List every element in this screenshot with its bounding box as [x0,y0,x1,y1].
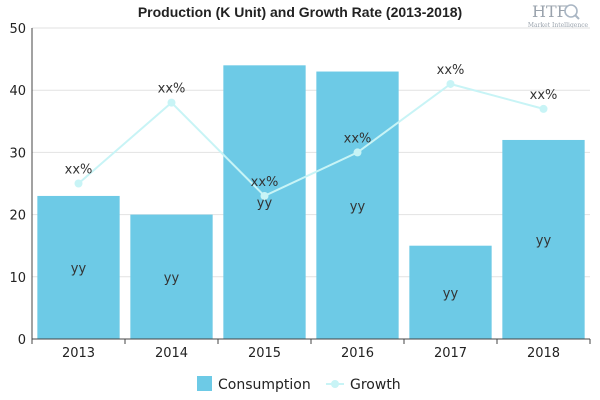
axes: 0 10 20 30 40 50 2013 2014 2015 2016 2017 2018 [9,22,591,361]
legend-label-consumption: Consumption [218,377,311,393]
legend-swatch-consumption [197,376,212,391]
growth-data-label: xx% [158,82,186,97]
magnifier-globe-icon [564,4,580,20]
y-tick-label: 50 [9,22,26,37]
growth-point [539,104,548,113]
bar-consumption [223,65,306,339]
bar-data-label: yy [536,233,552,248]
logo-subtext: Market Intelligence [528,22,589,29]
y-tick-label: 30 [9,146,26,161]
bar-consumption [502,139,585,339]
growth-series-line [77,82,544,198]
x-tick-label: 2018 [527,346,560,361]
bar-consumption [409,245,492,339]
y-tick-label: 10 [9,271,26,286]
bar-data-label: yy [257,196,273,211]
bar-labels: yy yy yy yy yy yy [71,196,552,301]
growth-data-label: xx% [530,88,558,103]
x-tick-label: 2016 [341,346,374,361]
x-tick-label: 2017 [434,346,467,361]
growth-line-layer: xx% xx% xx% xx% xx% xx% [65,63,558,200]
growth-point [167,98,176,107]
x-tick-label: 2014 [155,346,188,361]
bar-data-label: yy [443,286,459,301]
growth-point [74,179,83,188]
legend-label-growth: Growth [350,377,401,393]
bar-data-label: yy [71,261,87,276]
chart-title: Production (K Unit) and Growth Rate (201… [138,4,462,20]
bar-data-label: yy [164,271,180,286]
growth-point [353,148,362,157]
legend-marker-growth [331,380,339,388]
growth-point [260,191,269,200]
bars [37,65,585,339]
legend: Consumption Growth [197,376,401,393]
y-tick-label: 0 [18,333,26,348]
growth-data-label: xx% [437,63,465,78]
grid [32,27,590,278]
growth-point [446,79,455,88]
growth-data-label: xx% [344,131,372,146]
growth-data-label: xx% [251,175,279,190]
y-tick-label: 40 [9,84,26,99]
bar-consumption [316,71,399,339]
logo-text: HTF [532,2,568,21]
growth-data-label: xx% [65,163,93,178]
bar-consumption [37,195,120,339]
x-tick-label: 2013 [62,346,95,361]
bar-consumption [130,214,213,339]
x-tick-label: 2015 [248,346,281,361]
bar-data-label: yy [350,199,366,214]
logo: HTF Market Intelligence [528,2,589,29]
y-tick-label: 20 [9,209,26,224]
